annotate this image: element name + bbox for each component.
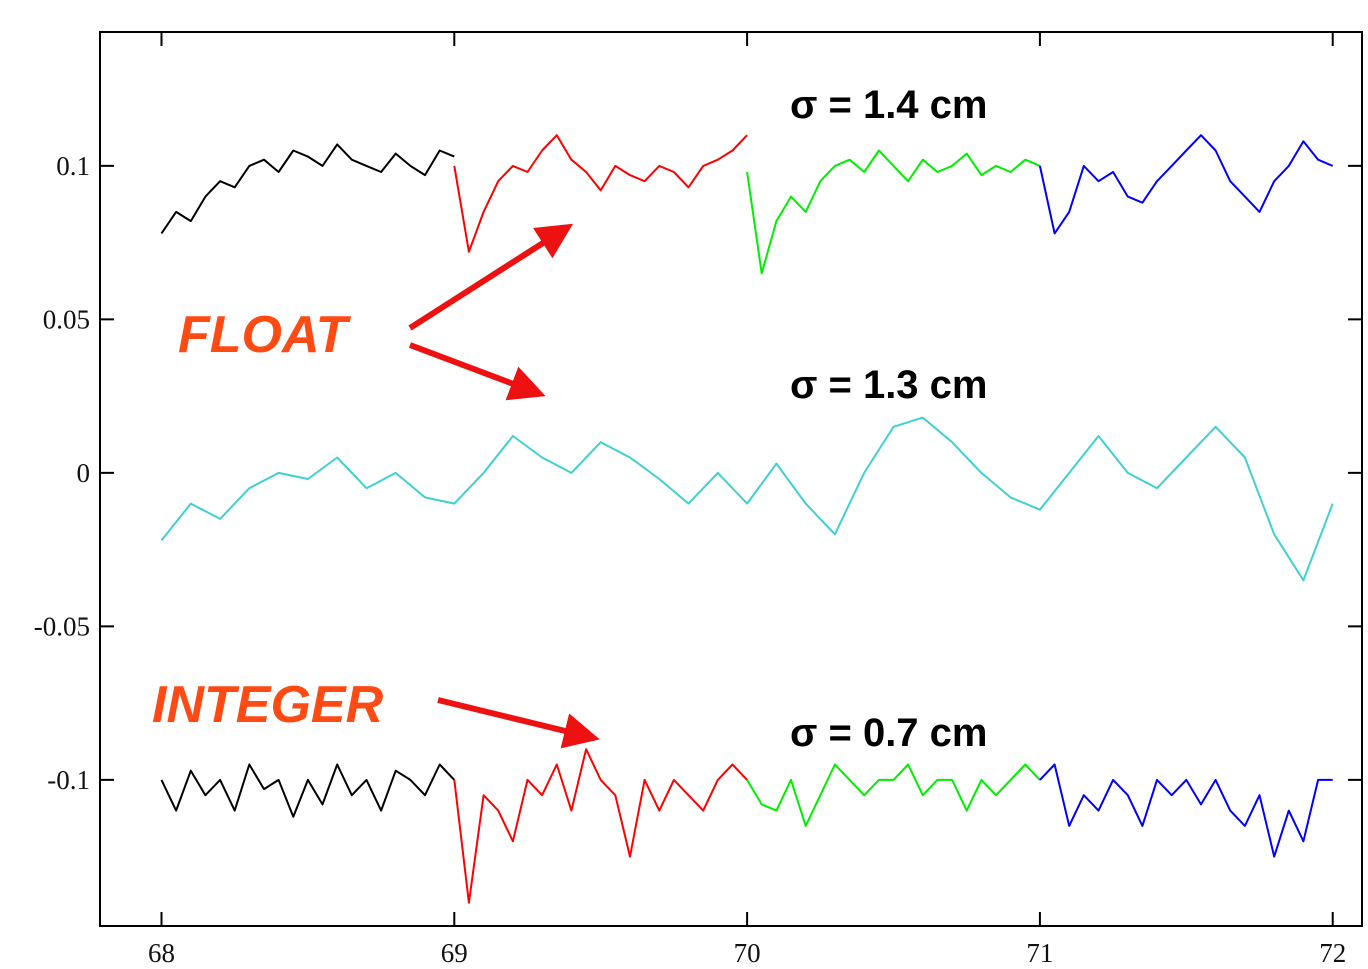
series-line <box>160 143 455 234</box>
y-tick-label: -0.1 <box>47 765 90 795</box>
series-line <box>160 763 456 818</box>
arrow <box>408 342 546 401</box>
x-tick-label: 69 <box>441 938 468 968</box>
series-line <box>746 763 1041 827</box>
series-line <box>1038 134 1334 235</box>
series-line <box>453 748 748 904</box>
series-line <box>160 416 1334 582</box>
annotation: σ = 0.7 cm <box>790 711 987 755</box>
series-line <box>453 134 748 253</box>
y-tick-label: 0.1 <box>56 151 90 181</box>
x-tick-label: 72 <box>1319 938 1346 968</box>
label-float: FLOAT <box>178 306 352 364</box>
x-tick-label: 71 <box>1026 938 1053 968</box>
annotation: σ = 1.3 cm <box>790 363 987 407</box>
y-tick-label: 0.05 <box>43 304 90 334</box>
x-tick-label: 68 <box>148 938 175 968</box>
series-line <box>1039 763 1333 858</box>
series-line <box>746 149 1041 275</box>
arrow <box>408 223 574 331</box>
x-tick-label: 70 <box>734 938 761 968</box>
plot-frame <box>99 31 1363 927</box>
y-tick-label: -0.05 <box>34 611 90 641</box>
arrow <box>437 697 600 749</box>
y-tick-label: 0 <box>77 458 91 488</box>
annotation: σ = 1.4 cm <box>790 83 987 127</box>
label-integer: INTEGER <box>152 676 384 734</box>
